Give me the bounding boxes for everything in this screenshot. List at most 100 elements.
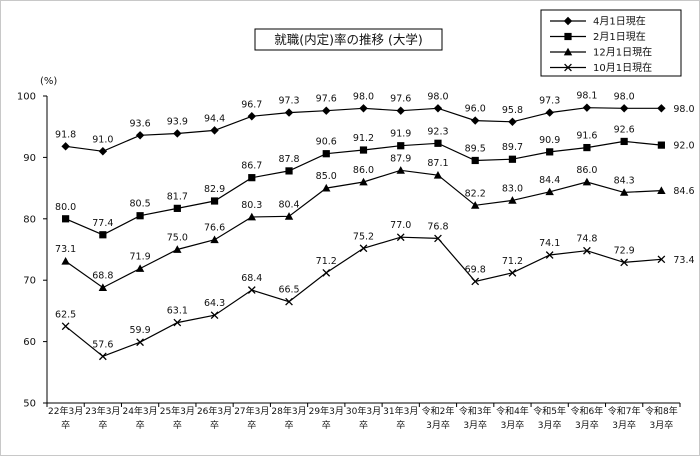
x-tick-label: 23年3月 xyxy=(85,405,120,417)
x-tick-label: 令和2年 xyxy=(422,405,455,417)
data-point xyxy=(545,108,554,117)
x-tick-label: 令和8年 xyxy=(645,405,678,417)
data-label: 86.0 xyxy=(353,165,374,176)
data-label: 82.9 xyxy=(204,184,225,195)
data-point xyxy=(545,251,554,259)
data-label: 92.6 xyxy=(614,124,635,135)
x-tick-label: 27年3月 xyxy=(234,405,269,417)
data-point xyxy=(620,258,629,267)
data-point xyxy=(434,234,442,243)
data-point xyxy=(210,235,219,244)
data-point xyxy=(322,268,331,277)
data-point xyxy=(657,104,666,113)
data-label: 81.7 xyxy=(167,191,188,202)
data-label: 84.6 xyxy=(673,186,694,197)
legend-marker xyxy=(563,47,573,56)
data-point xyxy=(657,141,665,149)
x-tick-label: 31年3月 xyxy=(383,405,418,417)
data-label: 76.8 xyxy=(427,221,448,232)
y-tick-label: 60 xyxy=(23,337,36,348)
data-label: 91.9 xyxy=(390,129,411,140)
data-label: 87.1 xyxy=(427,158,448,169)
data-point xyxy=(396,166,405,174)
chart-title: 就職(内定)率の推移 (大学) xyxy=(274,32,422,47)
data-point xyxy=(210,311,219,320)
x-tick-label: 3月卒 xyxy=(612,419,636,431)
x-tick-label: 卒 xyxy=(247,419,256,431)
data-point xyxy=(322,106,331,115)
data-label: 71.2 xyxy=(502,256,523,267)
data-label: 96.7 xyxy=(241,99,262,110)
data-point xyxy=(359,146,368,154)
data-point xyxy=(359,177,368,186)
data-point xyxy=(247,286,256,294)
data-label: 97.3 xyxy=(539,96,560,107)
x-tick-label: 3月卒 xyxy=(575,419,599,431)
legend-label: 2月1日現在 xyxy=(593,31,646,43)
data-point xyxy=(508,117,517,126)
y-tick-label: 70 xyxy=(23,276,36,287)
data-point xyxy=(285,167,293,175)
data-point xyxy=(135,264,145,272)
data-label: 87.9 xyxy=(390,153,411,164)
data-point xyxy=(136,212,144,220)
data-point xyxy=(322,183,331,192)
data-point xyxy=(546,148,554,156)
data-point xyxy=(173,129,182,138)
x-tick-label: 25年3月 xyxy=(160,405,195,417)
data-label: 95.8 xyxy=(502,105,523,116)
data-point xyxy=(173,318,182,327)
legend-marker xyxy=(564,63,572,72)
y-ticks: 50 60 70 80 90 100 xyxy=(17,92,47,410)
data-point xyxy=(434,139,442,147)
x-tick-label: 卒 xyxy=(136,419,145,431)
x-tick-label: 卒 xyxy=(285,419,294,431)
data-point xyxy=(471,116,480,125)
data-point xyxy=(173,204,181,212)
x-tick-label: 22年3月 xyxy=(48,405,83,417)
data-point xyxy=(359,104,368,113)
data-point xyxy=(582,103,592,112)
y-tick-label: 90 xyxy=(23,153,36,164)
x-tick-label: 令和6年 xyxy=(571,405,604,417)
data-point xyxy=(619,104,629,113)
x-tick-label: 卒 xyxy=(61,419,70,431)
y-tick-label: 100 xyxy=(17,92,36,103)
data-point xyxy=(545,187,554,196)
data-label: 66.5 xyxy=(278,285,299,296)
data-label: 59.9 xyxy=(130,325,151,336)
data-point xyxy=(583,246,591,255)
x-tick-label: 卒 xyxy=(359,419,368,431)
y-axis-label: (%) xyxy=(40,76,57,87)
x-tick-label: 卒 xyxy=(210,419,219,431)
data-point xyxy=(61,256,70,265)
series-layer xyxy=(61,103,666,361)
data-label: 64.3 xyxy=(204,298,225,309)
data-point xyxy=(433,171,443,179)
data-label: 91.0 xyxy=(92,134,113,145)
data-label: 93.6 xyxy=(130,118,151,129)
data-label: 98.0 xyxy=(673,104,694,115)
data-point xyxy=(136,338,144,347)
data-point xyxy=(397,142,405,150)
data-label: 90.9 xyxy=(539,135,560,146)
data-point xyxy=(619,188,629,196)
y-tick-label: 80 xyxy=(23,214,36,225)
data-label: 77.0 xyxy=(390,220,411,231)
x-tick-label: 3月卒 xyxy=(538,419,562,431)
data-label: 82.2 xyxy=(465,188,486,199)
data-point xyxy=(98,352,107,361)
data-label: 80.4 xyxy=(278,199,299,210)
data-point xyxy=(582,177,592,186)
data-point xyxy=(135,131,145,140)
data-label: 75.0 xyxy=(167,233,188,244)
legend: 4月1日現在 2月1日現在 12月1日現在 10月1日現在 xyxy=(540,9,682,77)
data-label: 89.7 xyxy=(502,142,523,153)
data-label: 94.4 xyxy=(204,113,225,124)
data-label: 92.3 xyxy=(427,126,448,137)
data-label: 84.3 xyxy=(614,175,635,186)
x-tick-label: 令和7年 xyxy=(608,405,641,417)
data-label: 74.8 xyxy=(576,234,597,245)
